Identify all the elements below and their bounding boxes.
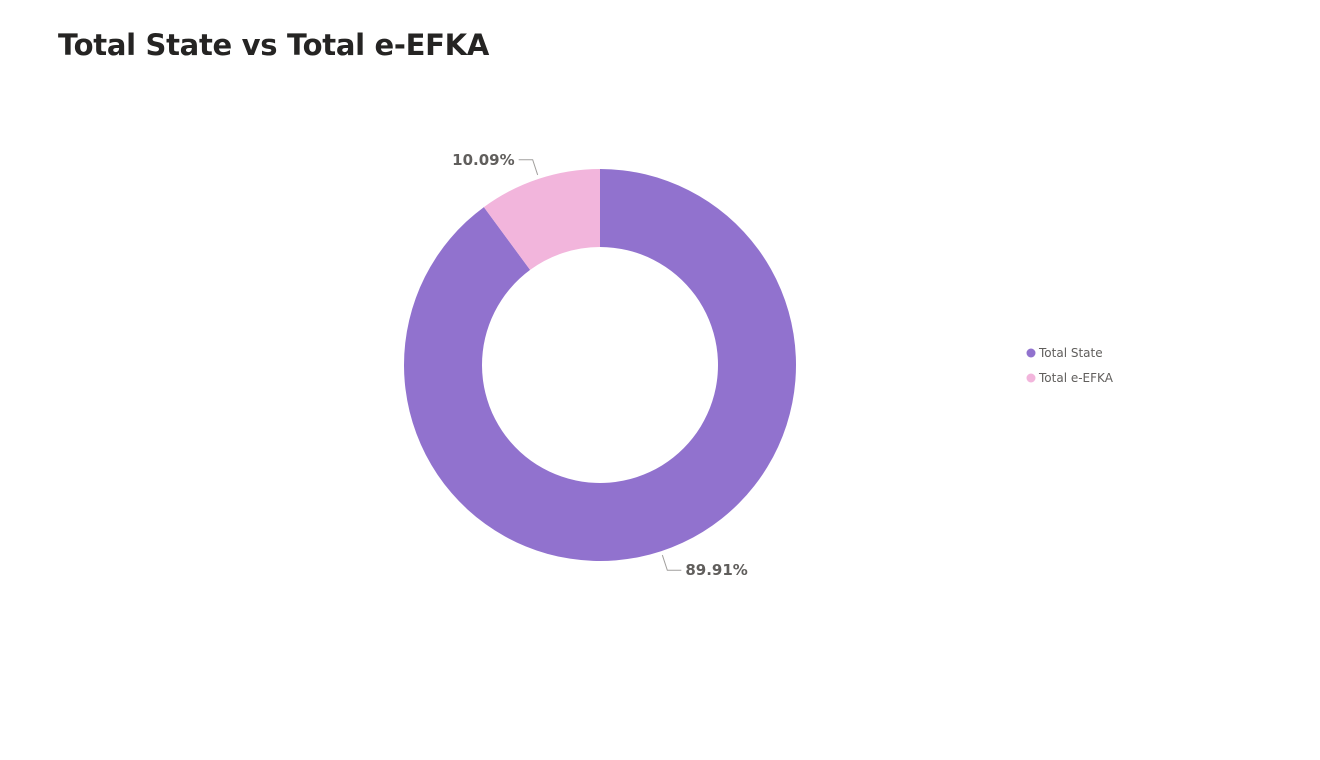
data-label-total-state: 89.91% xyxy=(685,561,747,579)
legend-marker-total-e-efka xyxy=(1026,373,1036,383)
leader-line-total-e-efka xyxy=(518,159,539,176)
donut-slices xyxy=(404,169,796,561)
data-labels: 89.91% 10.09% xyxy=(452,151,748,579)
legend-label-total-state: Total State xyxy=(1038,346,1103,360)
leader-line-total-state xyxy=(661,554,682,571)
slice-total-state[interactable] xyxy=(404,169,796,561)
data-label-total-e-efka: 10.09% xyxy=(452,151,514,169)
legend-item-total-state[interactable]: Total State xyxy=(1026,346,1103,360)
legend-marker-total-state xyxy=(1026,348,1036,358)
slice-total-e-efka[interactable] xyxy=(483,169,600,270)
leader-lines xyxy=(518,159,682,571)
legend[interactable]: Total State Total e-EFKA xyxy=(1026,346,1114,385)
legend-label-total-e-efka: Total e-EFKA xyxy=(1038,371,1114,385)
legend-item-total-e-efka[interactable]: Total e-EFKA xyxy=(1026,371,1114,385)
chart-title: Total State vs Total e-EFKA xyxy=(58,28,489,62)
